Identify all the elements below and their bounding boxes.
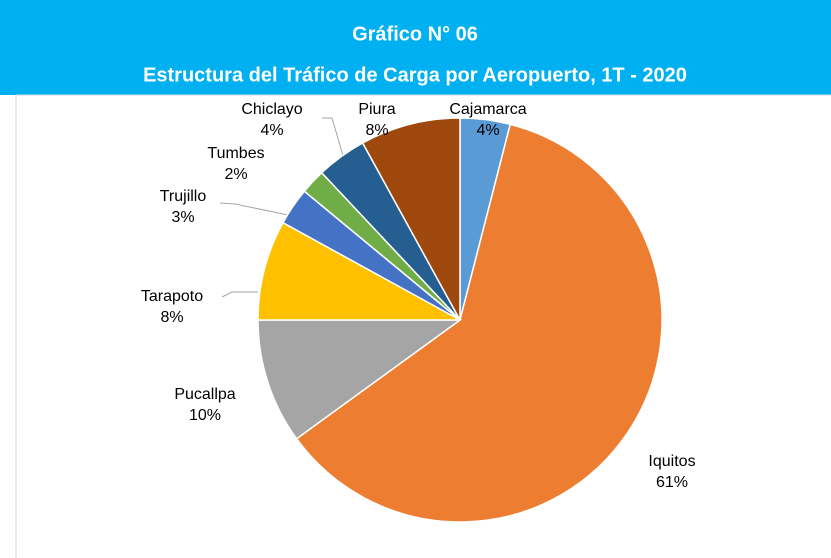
slice-value-label: 61%	[656, 474, 688, 491]
slice-label: Trujillo	[160, 188, 207, 205]
header-band	[0, 0, 831, 95]
pie-slice	[361, 117, 461, 321]
slice-value-label: 8%	[365, 122, 388, 139]
slice-value-label: 4%	[476, 122, 499, 139]
slice-value-label: 3%	[171, 209, 194, 226]
chart-title: Gráfico N° 06	[352, 23, 478, 45]
slice-label: Tarapoto	[141, 288, 203, 305]
slice-value-label: 2%	[224, 166, 247, 183]
leader-line	[219, 202, 294, 217]
slice-label: Piura	[358, 101, 395, 118]
slice-value-label: 10%	[189, 407, 221, 424]
slice-value-label: 8%	[160, 309, 183, 326]
slice-label: Chiclayo	[241, 101, 302, 118]
pie-slice	[257, 319, 463, 440]
pie-slice	[257, 221, 461, 321]
pie-slice	[295, 123, 663, 523]
leader-line	[322, 117, 347, 167]
leader-line	[221, 291, 258, 298]
slice-label: Iquitos	[648, 453, 695, 470]
slice-value-label: 4%	[260, 122, 283, 139]
chart-subtitle: Estructura del Tráfico de Carga por Aero…	[143, 64, 687, 86]
slice-label: Pucallpa	[174, 386, 235, 403]
slice-label: Cajamarca	[449, 101, 526, 118]
slice-label: Tumbes	[207, 145, 264, 162]
